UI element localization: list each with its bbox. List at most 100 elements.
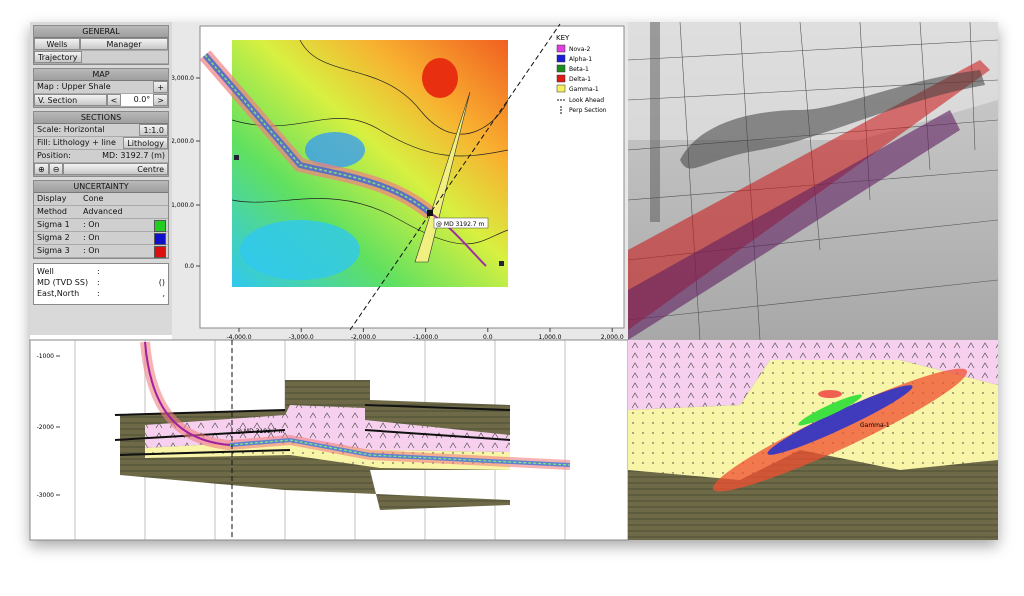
info-box: Well: MD (TVD SS):() East,North:, [33, 263, 169, 305]
key-swatch [556, 74, 566, 83]
label: Sigma 3 [37, 246, 70, 255]
key-label: Delta-1 [569, 76, 591, 83]
group-header: UNCERTAINTY [34, 181, 168, 193]
centre-button[interactable]: Centre [63, 163, 168, 175]
v-section-button[interactable]: V. Section [34, 94, 107, 106]
row: Position: MD: 3192.7 (m) [34, 150, 168, 163]
sigma-swatch[interactable] [154, 246, 166, 258]
cross-section: Gamma-1 [628, 340, 998, 540]
label: MD (TVD SS) [37, 278, 89, 287]
value[interactable]: : On [83, 233, 100, 242]
map-view: @ MD 3192.7 m KEY Nova-2 Alpha-1 Beta-1 Del… [171, 22, 628, 341]
add-button[interactable]: + [153, 81, 168, 93]
trajectory-button[interactable]: Trajectory [34, 51, 82, 63]
cs-pink [628, 340, 998, 410]
x-tick-label: 1,000.0 [539, 334, 562, 341]
well-cone [414, 91, 471, 263]
x-tick-label: -2,000.0 [351, 334, 376, 341]
prev-button[interactable]: < [106, 94, 122, 106]
key-label: Alpha-1 [569, 56, 592, 63]
general-group: GENERAL Wells Manager Trajectory [33, 25, 169, 65]
y-tick-label: -1000 [37, 353, 55, 360]
row: Scale: Horizontal 1:1.0 [34, 124, 168, 137]
x-tick-label: -4,000.0 [226, 334, 251, 341]
cs-cone [798, 394, 862, 426]
scale-button[interactable]: 1:1.0 [139, 124, 168, 136]
wells-button[interactable]: Wells [34, 38, 80, 50]
well-path [429, 212, 487, 267]
3d-tube [680, 70, 985, 169]
section-view: @ MD 3192.7 m -1000 -2000 -3000 [29, 339, 629, 541]
value[interactable]: Cone [83, 194, 104, 203]
key-label: Beta-1 [569, 66, 589, 73]
next-button[interactable]: > [153, 94, 168, 106]
key-title: KEY [556, 34, 570, 42]
perp-section-line [349, 23, 561, 331]
label: Method [37, 207, 68, 216]
contour-line [231, 198, 509, 245]
row: Display Cone [34, 193, 168, 206]
group-header: SECTIONS [34, 112, 168, 124]
zoom-in[interactable]: ⊕ [34, 163, 49, 175]
label: Scale: Horizontal [37, 125, 105, 134]
position-value: MD: 3192.7 (m) [102, 151, 165, 160]
sigma-swatch[interactable] [154, 233, 166, 245]
3d-cone [628, 110, 960, 340]
row: Wells Manager [34, 38, 168, 51]
sep: : [97, 267, 100, 276]
cs-cone [818, 390, 842, 398]
sections-group: SECTIONS Scale: Horizontal 1:1.0 Fill: L… [33, 111, 169, 177]
value[interactable]: : On [83, 246, 100, 255]
key-label: Gamma-1 [569, 86, 599, 93]
cs-cone [712, 368, 968, 492]
map-group: MAP Map : Upper Shale + V. Section < 0.0… [33, 68, 169, 108]
sep: : [97, 278, 100, 287]
label: East,North [37, 289, 80, 298]
marker [499, 261, 504, 266]
key-label: Nova-2 [569, 46, 591, 53]
label: Display [37, 194, 67, 203]
value: () [158, 278, 165, 287]
key-swatch [556, 54, 566, 63]
x-tick-label: 2,000.0 [601, 334, 624, 341]
section-axis: -1000 -2000 -3000 [37, 353, 60, 499]
y-tick-label: 0.0 [184, 263, 194, 270]
value[interactable]: Advanced [83, 207, 123, 216]
value[interactable]: : On [83, 220, 100, 229]
angle-field[interactable]: 0.0° [121, 94, 154, 106]
x-tick-label: 0.0 [483, 334, 493, 341]
label-box [433, 217, 489, 229]
well-path [229, 439, 571, 466]
well-path [204, 54, 431, 214]
value: , [162, 289, 165, 298]
map-select[interactable]: Map : Upper Shale [37, 82, 111, 91]
sep: : [97, 289, 100, 298]
group-header: MAP [34, 69, 168, 81]
contour [305, 132, 365, 168]
marker-label: @ MD 3192.7 m [436, 221, 485, 228]
key: Nova-2 Alpha-1 Beta-1 Delta-1 Gamma-1 Look Ah… [556, 44, 607, 114]
row: Method Advanced [34, 206, 168, 219]
control-panel: GENERAL Wells Manager Trajectory MAP Map… [30, 22, 172, 335]
label: Well [37, 267, 54, 276]
label: Fill: Lithology + line [37, 138, 116, 147]
row: Trajectory [34, 51, 168, 64]
row: ⊕ ⊖ Centre [34, 163, 168, 176]
well-path [144, 341, 231, 446]
map-axes: 3,000.0 2,000.0 1,000.0 0.0 -4,000.0 -3,000.0… [171, 75, 624, 341]
label: Position: [37, 151, 71, 160]
info-row: East,North:, [37, 288, 165, 299]
value [111, 266, 165, 277]
row: V. Section < 0.0° > [34, 94, 168, 107]
y-tick-label: 1,000.0 [171, 202, 194, 209]
well-label: Gamma-1 [860, 422, 890, 429]
row: Map : Upper Shale + [34, 81, 168, 94]
contour [240, 220, 360, 280]
sigma-swatch[interactable] [154, 220, 166, 232]
fill-button[interactable]: Lithology [123, 137, 168, 149]
3d-view [627, 21, 999, 341]
zoom-out[interactable]: ⊖ [48, 163, 64, 175]
contour-line [299, 39, 509, 135]
manager-button[interactable]: Manager [80, 38, 168, 50]
